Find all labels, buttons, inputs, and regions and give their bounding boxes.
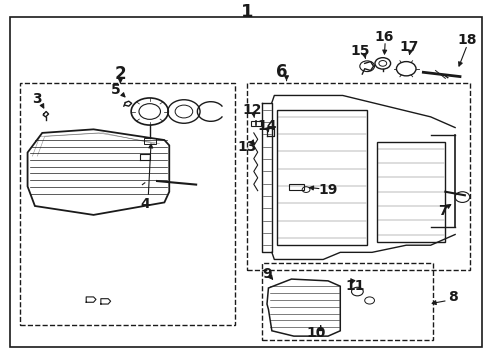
Bar <box>251 121 261 126</box>
Text: 15: 15 <box>350 44 369 58</box>
Text: 5: 5 <box>111 83 121 97</box>
Text: 9: 9 <box>262 267 272 281</box>
Text: 10: 10 <box>306 325 325 339</box>
Text: 16: 16 <box>374 30 394 44</box>
Text: 4: 4 <box>140 197 150 211</box>
Text: 19: 19 <box>318 183 338 197</box>
Text: 11: 11 <box>345 279 365 293</box>
Text: 18: 18 <box>458 33 477 47</box>
Bar <box>20 83 235 325</box>
Bar <box>377 142 445 242</box>
Bar <box>277 110 367 245</box>
Bar <box>247 83 470 270</box>
Text: 1: 1 <box>241 3 254 21</box>
Text: 17: 17 <box>399 40 418 54</box>
Text: 2: 2 <box>115 65 126 83</box>
Text: 12: 12 <box>243 103 262 117</box>
Text: 6: 6 <box>276 63 288 81</box>
Text: 7: 7 <box>438 204 448 219</box>
Text: 13: 13 <box>238 140 257 154</box>
Bar <box>144 138 156 144</box>
Text: 8: 8 <box>448 290 458 304</box>
Bar <box>289 184 304 190</box>
Text: 14: 14 <box>257 119 277 133</box>
Bar <box>262 263 433 340</box>
Text: 3: 3 <box>32 92 42 106</box>
